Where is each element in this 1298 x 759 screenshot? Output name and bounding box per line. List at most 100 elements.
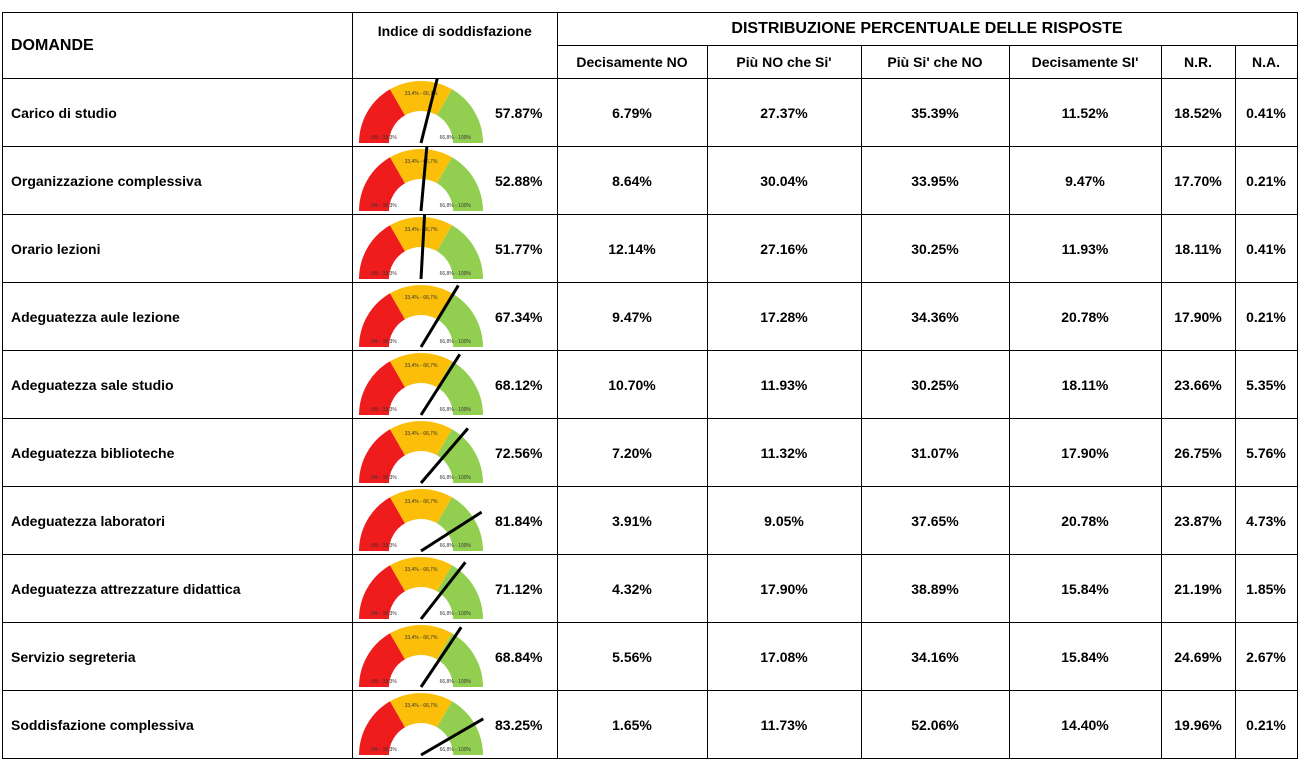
gauge-band [359, 293, 405, 347]
question: Orario lezioni [2, 214, 353, 283]
percentage: 30.25% [860, 350, 1010, 419]
percentage: 35.39% [860, 78, 1010, 147]
percentage: 17.90% [706, 554, 862, 623]
percentage: 37.65% [860, 486, 1010, 555]
percentage: 9.05% [706, 486, 862, 555]
column-header: Decisamente SI' [1008, 45, 1162, 79]
gauge: 0% - 33,3% 33,4% - 66,7% 66,8% - 100% [359, 625, 483, 688]
gauge: 0% - 33,3% 33,4% - 66,7% 66,8% - 100% [359, 215, 483, 280]
gauge-needle [419, 353, 462, 416]
column-header: Più NO che Si' [706, 45, 862, 79]
gauge-needle [419, 79, 439, 144]
gauge-band-label: 0% - 33,3% [371, 475, 397, 481]
gauge-cell: 0% - 33,3% 33,4% - 66,7% 66,8% - 100% [352, 622, 491, 691]
percentage: 11.52% [1008, 78, 1162, 147]
gauge-band [390, 625, 452, 660]
gauge-band [390, 81, 452, 116]
results-table: DOMANDE Indice di soddisfazione DISTRIBU… [2, 12, 1298, 759]
percentage: 18.11% [1008, 350, 1162, 419]
gauge-band-label: 66,8% - 100% [440, 203, 472, 209]
gauge-band [390, 693, 452, 728]
gauge-band [359, 361, 405, 415]
gauge-needle [420, 510, 483, 553]
gauge: 0% - 33,3% 33,4% - 66,7% 66,8% - 100% [359, 557, 483, 620]
gauge-band-label: 0% - 33,3% [371, 203, 397, 209]
percentage: 1.85% [1234, 554, 1298, 623]
gauge-needle [419, 626, 463, 688]
gauge-band-label: 0% - 33,3% [371, 747, 397, 753]
question: Adeguatezza aule lezione [2, 282, 353, 351]
row: Soddisfazione complessiva 0% - 33,3% 33,4%… [2, 690, 1298, 759]
index-value: 71.12% [491, 554, 558, 623]
row: Adeguatezza attrezzature didattica 0% - 3… [2, 554, 1298, 623]
question: Adeguatezza attrezzature didattica [2, 554, 353, 623]
column-header: Decisamente NO [556, 45, 708, 79]
gauge-band-label: 0% - 33,3% [371, 271, 397, 277]
percentage: 17.90% [1160, 282, 1236, 351]
percentage: 0.41% [1234, 214, 1298, 283]
gauge-needle [419, 561, 467, 620]
percentage: 14.40% [1008, 690, 1162, 759]
header-distribution: DISTRIBUZIONE PERCENTUALE DELLE RISPOSTE [556, 12, 1298, 46]
gauge-band-label: 0% - 33,3% [371, 135, 397, 141]
gauge-band [437, 225, 483, 279]
percentage: 34.36% [860, 282, 1010, 351]
percentage: 5.76% [1234, 418, 1298, 487]
percentage: 0.41% [1234, 78, 1298, 147]
percentage: 23.87% [1160, 486, 1236, 555]
percentage: 17.28% [706, 282, 862, 351]
gauge-cell: 0% - 33,3% 33,4% - 66,7% 66,8% - 100% [352, 146, 491, 215]
gauge-band [359, 497, 405, 551]
percentage: 20.78% [1008, 486, 1162, 555]
gauge-cell: 0% - 33,3% 33,4% - 66,7% 66,8% - 100% [352, 78, 491, 147]
percentage: 9.47% [1008, 146, 1162, 215]
gauge-band-label: 33,4% - 66,7% [405, 703, 438, 709]
percentage: 27.16% [706, 214, 862, 283]
question: Adeguatezza sale studio [2, 350, 353, 419]
percentage: 4.73% [1234, 486, 1298, 555]
percentage: 30.25% [860, 214, 1010, 283]
gauge-band-label: 66,8% - 100% [440, 407, 472, 413]
gauge-cell: 0% - 33,3% 33,4% - 66,7% 66,8% - 100% [352, 418, 491, 487]
percentage: 0.21% [1234, 282, 1298, 351]
gauge-needle [419, 427, 470, 484]
gauge-band-label: 66,8% - 100% [440, 747, 472, 753]
gauge-cell: 0% - 33,3% 33,4% - 66,7% 66,8% - 100% [352, 486, 491, 555]
percentage: 17.08% [706, 622, 862, 691]
percentage: 31.07% [860, 418, 1010, 487]
gauge-band [359, 225, 405, 279]
gauge-band [359, 429, 405, 483]
gauge-cell: 0% - 33,3% 33,4% - 66,7% 66,8% - 100% [352, 690, 491, 759]
column-header: N.A. [1234, 45, 1298, 79]
gauge-band-label: 33,4% - 66,7% [405, 499, 438, 505]
gauge-band-label: 0% - 33,3% [371, 543, 397, 549]
question: Adeguatezza laboratori [2, 486, 353, 555]
gauge-band [359, 89, 405, 143]
row: Adeguatezza aule lezione 0% - 33,3% 33,4% … [2, 282, 1298, 351]
percentage: 5.35% [1234, 350, 1298, 419]
percentage: 3.91% [556, 486, 708, 555]
gauge-band [359, 701, 405, 755]
question: Soddisfazione complessiva [2, 690, 353, 759]
header-index: Indice di soddisfazione [352, 12, 558, 79]
percentage: 2.67% [1234, 622, 1298, 691]
gauge: 0% - 33,3% 33,4% - 66,7% 66,8% - 100% [359, 489, 483, 553]
gauge-band [359, 565, 405, 619]
percentage: 17.70% [1160, 146, 1236, 215]
row: Carico di studio 0% - 33,3% 33,4% - 66,7% 6… [2, 78, 1298, 147]
gauge-band-label: 0% - 33,3% [371, 339, 397, 345]
percentage: 11.73% [706, 690, 862, 759]
percentage: 9.47% [556, 282, 708, 351]
percentage: 6.79% [556, 78, 708, 147]
gauge-band [437, 89, 483, 143]
gauge-needle [420, 717, 485, 757]
row: Servizio segreteria 0% - 33,3% 33,4% - 66,… [2, 622, 1298, 691]
percentage: 27.37% [706, 78, 862, 147]
gauge-band [359, 157, 405, 211]
percentage: 24.69% [1160, 622, 1236, 691]
index-value: 51.77% [491, 214, 558, 283]
index-value: 83.25% [491, 690, 558, 759]
percentage: 12.14% [556, 214, 708, 283]
percentage: 1.65% [556, 690, 708, 759]
gauge-cell: 0% - 33,3% 33,4% - 66,7% 66,8% - 100% [352, 554, 491, 623]
